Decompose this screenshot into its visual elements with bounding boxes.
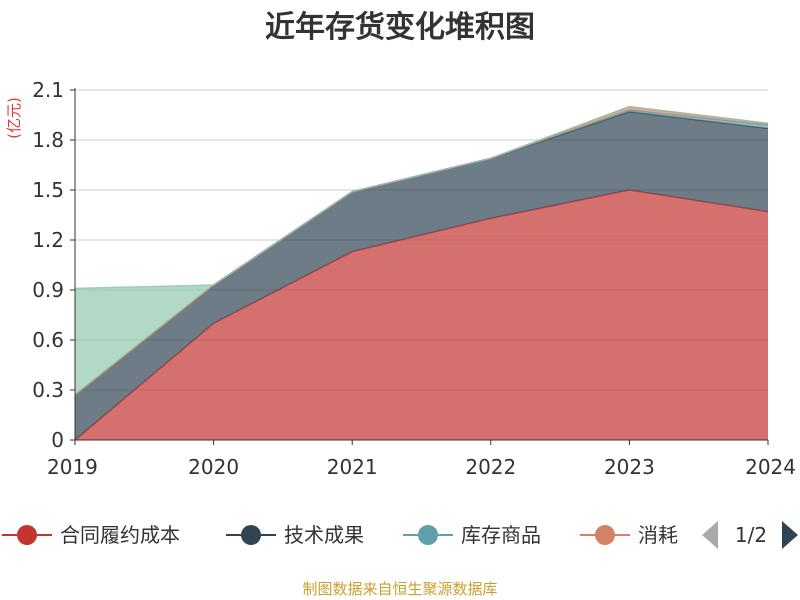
- y-tick-label: 0.9: [32, 278, 64, 302]
- legend-label: 库存商品: [461, 523, 541, 547]
- y-axis-tick-labels: 0 0.3 0.6 0.9 1.2 1.5 1.8 2.1: [32, 78, 64, 452]
- x-tick-label: 2019: [47, 455, 98, 479]
- axes: [70, 88, 769, 445]
- chart-title: 近年存货变化堆积图: [265, 10, 535, 45]
- x-axis-tick-labels: 2019 2020 2021 2022 2023 2024: [47, 455, 796, 479]
- data-source-note: 制图数据来自恒生聚源数据库: [302, 580, 497, 598]
- legend: 合同履约成本 技术成果 库存商品 消耗: [2, 523, 678, 547]
- y-axis-unit-label: (亿元): [5, 97, 23, 139]
- y-tick-label: 1.5: [32, 178, 64, 202]
- y-tick-label: 0: [51, 428, 64, 452]
- legend-next-page-icon[interactable]: [782, 521, 798, 549]
- area-fill: [75, 190, 768, 440]
- legend-swatch-marker: [595, 525, 615, 545]
- legend-page-indicator: 1/2: [735, 523, 767, 547]
- y-tick-label: 1.2: [32, 228, 64, 252]
- x-tick-label: 2022: [465, 455, 516, 479]
- legend-swatch-marker: [418, 525, 438, 545]
- legend-item[interactable]: 合同履约成本: [2, 523, 180, 547]
- legend-pager: 1/2: [702, 521, 798, 549]
- legend-label: 技术成果: [284, 523, 364, 547]
- x-tick-label: 2020: [188, 455, 239, 479]
- x-tick-label: 2023: [604, 455, 655, 479]
- legend-label: 消耗: [638, 523, 678, 547]
- x-tick-label: 2021: [327, 455, 378, 479]
- legend-label: 合同履约成本: [60, 523, 180, 547]
- legend-item[interactable]: 技术成果: [226, 523, 364, 547]
- area-series-group: [74, 105, 769, 441]
- area-fill: [75, 111, 768, 441]
- legend-prev-page-icon[interactable]: [702, 521, 718, 549]
- y-tick-label: 0.6: [32, 328, 64, 352]
- area-series: [74, 105, 769, 396]
- legend-swatch-marker: [17, 525, 37, 545]
- y-tick-label: 2.1: [32, 78, 64, 102]
- legend-swatch-marker: [241, 525, 261, 545]
- legend-item[interactable]: 库存商品: [403, 523, 541, 547]
- y-tick-label: 1.8: [32, 128, 64, 152]
- area-top-line: [74, 105, 769, 290]
- legend-item[interactable]: 消耗: [580, 523, 678, 547]
- y-tick-label: 0.3: [32, 378, 64, 402]
- x-tick-label: 2024: [745, 455, 796, 479]
